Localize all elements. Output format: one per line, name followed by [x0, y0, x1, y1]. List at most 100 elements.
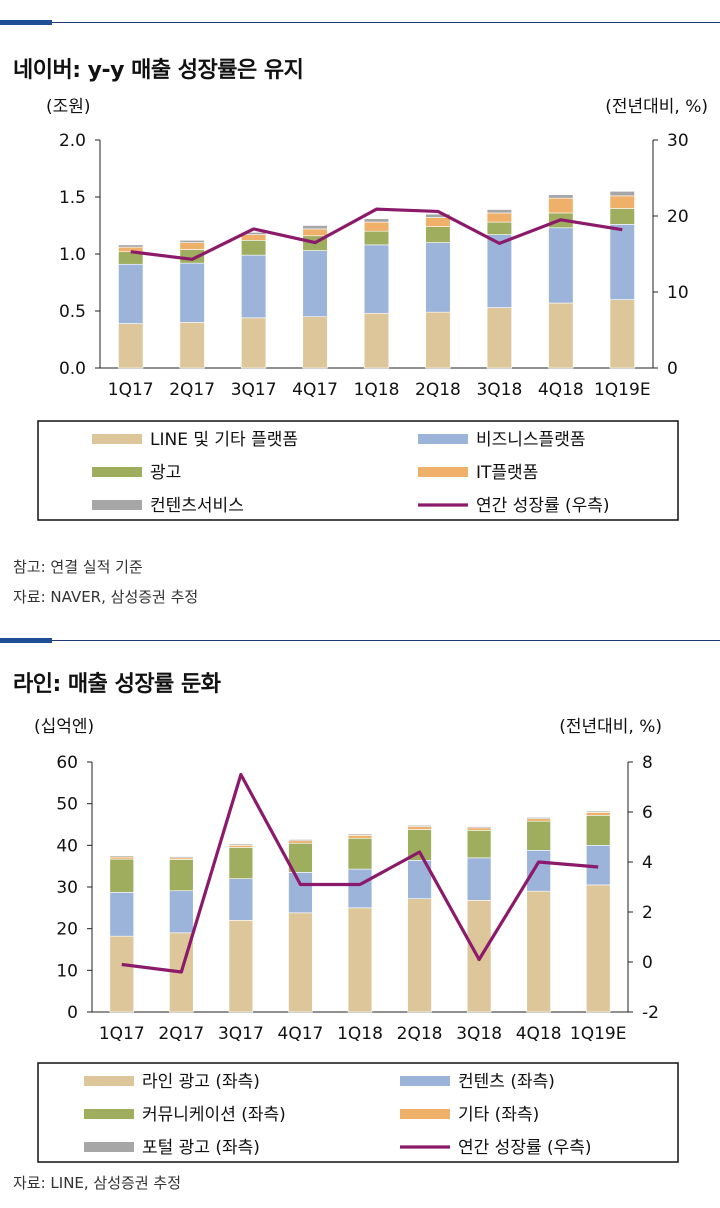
legend-label: 컨텐츠서비스 — [150, 496, 244, 516]
section-accent-1 — [0, 20, 52, 25]
legend-swatch — [418, 467, 468, 477]
bar-segment — [347, 833, 373, 836]
left-tick-label: 40 — [56, 836, 78, 856]
bar-segment — [526, 820, 551, 851]
bar-segment — [407, 898, 432, 1013]
section-accent-2 — [0, 638, 52, 643]
bar-segment — [347, 907, 373, 1013]
legend-label: 커뮤니케이션 (좌측) — [142, 1105, 286, 1125]
bar-segment — [363, 218, 390, 223]
chart2-title: 라인: 매출 성장률 둔화 — [13, 672, 221, 697]
x-tick-label: 4Q17 — [278, 1024, 324, 1044]
chart2-source: 자료: LINE, 삼성증권 추정 — [13, 1174, 182, 1192]
right-tick-label: 10 — [667, 283, 689, 303]
x-tick-label: 4Q18 — [538, 380, 584, 400]
chart2-plot: 0 10 20 30 40 50 60 -2 0 2 4 6 8 1Q17 2Q17 3Q17 4Q17 1Q18… — [56, 753, 659, 1044]
bar-segment — [169, 859, 194, 892]
chart2-legend: 라인 광고 (좌측) 컨텐츠 (좌측) 커뮤니케이션 (좌측) 기타 (좌측) 포털 광… — [37, 1062, 679, 1163]
bar-segment — [425, 226, 451, 243]
bar-segment — [347, 868, 373, 909]
bar-segment — [363, 230, 390, 246]
bar-segment — [586, 815, 611, 846]
x-tick-label: 1Q18 — [337, 1024, 383, 1044]
x-tick-label: 2Q18 — [397, 1024, 443, 1044]
chart2-right-unit: (전년대비, %) — [559, 717, 662, 737]
bar-segment — [407, 826, 432, 830]
bar-segment — [486, 221, 512, 235]
bar-segment — [118, 263, 144, 324]
bar-segment — [109, 892, 134, 937]
right-tick-label: 2 — [642, 903, 653, 923]
x-tick-label: 4Q18 — [516, 1024, 562, 1044]
bar-segment — [486, 212, 512, 223]
legend-label: IT플랫폼 — [476, 463, 538, 483]
bar-segment — [407, 825, 432, 827]
bar-segment — [118, 244, 144, 248]
bar-segment — [486, 234, 512, 308]
left-tick-label: 30 — [56, 878, 78, 898]
bar-segment — [228, 847, 254, 879]
legend-label: 광고 — [150, 463, 181, 483]
legend-swatch — [400, 1109, 450, 1119]
chart1-left-unit: (조원) — [46, 97, 91, 117]
bar-segment — [169, 890, 194, 934]
bar-segment — [466, 826, 492, 829]
bar-segment — [109, 935, 134, 1013]
bar-segment — [118, 323, 144, 369]
right-tick-label: -2 — [642, 1003, 659, 1023]
right-tick-label: 0 — [667, 359, 678, 379]
bar-segment — [241, 240, 267, 256]
legend-swatch — [84, 1076, 134, 1086]
bar-segment — [347, 837, 373, 870]
bar-segment — [179, 242, 205, 250]
x-tick-label: 3Q18 — [456, 1024, 502, 1044]
legend-label: 포털 광고 (좌측) — [142, 1138, 260, 1158]
bar-segment — [466, 830, 492, 859]
right-tick-label: 4 — [642, 853, 653, 873]
legend-label: 라인 광고 (좌측) — [142, 1072, 260, 1092]
left-tick-label: 10 — [56, 961, 78, 981]
bar-segment — [586, 812, 611, 816]
bar-segment — [425, 242, 451, 313]
bar-segment — [179, 240, 205, 243]
bar-segment — [302, 316, 328, 369]
bar-segment — [548, 197, 574, 214]
x-tick-label: 2Q17 — [169, 380, 215, 400]
legend-label: 컨텐츠 (좌측) — [458, 1072, 555, 1092]
bar-segment — [109, 856, 134, 860]
bar-segment — [302, 250, 328, 318]
bar-segment — [526, 817, 551, 819]
right-tick-label: 0 — [642, 953, 653, 973]
bar-segment — [288, 912, 313, 1013]
right-tick-label: 8 — [642, 753, 653, 773]
bar-segment — [609, 299, 635, 369]
x-tick-label: 1Q19E — [594, 380, 651, 400]
x-tick-label: 3Q17 — [218, 1024, 264, 1044]
bar-segment — [302, 225, 328, 230]
legend-box — [37, 1062, 679, 1163]
bar-segment — [609, 191, 635, 197]
bar-segment — [425, 217, 451, 227]
bar-segment — [486, 209, 512, 214]
chart1-plot: 0.0 0.5 1.0 1.5 2.0 0 10 20 30 1Q17 2Q17 3Q17 4Q17 1Q… — [59, 131, 689, 400]
legend-label: 기타 (좌측) — [458, 1105, 539, 1125]
bar-segment — [363, 312, 390, 369]
bar-segment — [548, 194, 574, 199]
left-tick-label: 50 — [56, 795, 78, 815]
growth-line — [130, 207, 623, 261]
left-tick-label: 1.5 — [59, 188, 86, 208]
bar-segment — [288, 840, 313, 844]
bar-segment — [302, 228, 328, 237]
bar-segment — [241, 317, 267, 369]
bar-segment — [109, 858, 134, 893]
left-tick-label: 0.5 — [59, 302, 86, 322]
x-tick-label: 2Q17 — [158, 1024, 204, 1044]
right-tick-label: 30 — [667, 131, 689, 151]
x-tick-label: 3Q18 — [476, 380, 522, 400]
bar-segment — [228, 920, 254, 1013]
bar-segment — [586, 884, 611, 1013]
bar-segment — [425, 213, 451, 218]
bar-segment — [347, 835, 373, 839]
legend-swatch — [92, 500, 142, 510]
